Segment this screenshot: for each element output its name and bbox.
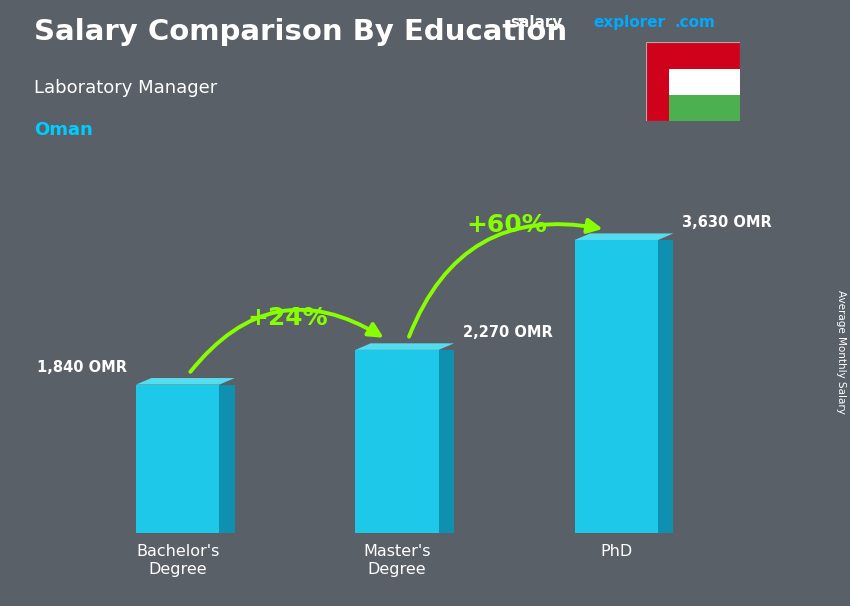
Polygon shape xyxy=(439,350,454,533)
Polygon shape xyxy=(575,240,658,533)
Polygon shape xyxy=(219,385,235,533)
Text: Oman: Oman xyxy=(34,121,93,139)
Text: 1,840 OMR: 1,840 OMR xyxy=(37,360,128,375)
Bar xyxy=(670,42,740,69)
Text: 2,270 OMR: 2,270 OMR xyxy=(463,325,552,340)
Text: Average Monthly Salary: Average Monthly Salary xyxy=(836,290,846,413)
FancyArrowPatch shape xyxy=(190,310,380,372)
Text: Laboratory Manager: Laboratory Manager xyxy=(34,79,218,97)
Polygon shape xyxy=(658,240,673,533)
Polygon shape xyxy=(136,385,219,533)
Text: 3,630 OMR: 3,630 OMR xyxy=(683,215,772,230)
Text: .com: .com xyxy=(674,15,715,30)
Text: +60%: +60% xyxy=(467,213,547,236)
Polygon shape xyxy=(575,233,673,240)
Polygon shape xyxy=(355,350,439,533)
Polygon shape xyxy=(355,344,454,350)
Bar xyxy=(646,42,670,121)
FancyArrowPatch shape xyxy=(409,220,598,337)
Text: +24%: +24% xyxy=(247,307,327,330)
Bar xyxy=(670,95,740,121)
Text: salary: salary xyxy=(510,15,563,30)
Text: Salary Comparison By Education: Salary Comparison By Education xyxy=(34,18,567,46)
Polygon shape xyxy=(136,378,235,385)
Text: explorer: explorer xyxy=(593,15,666,30)
